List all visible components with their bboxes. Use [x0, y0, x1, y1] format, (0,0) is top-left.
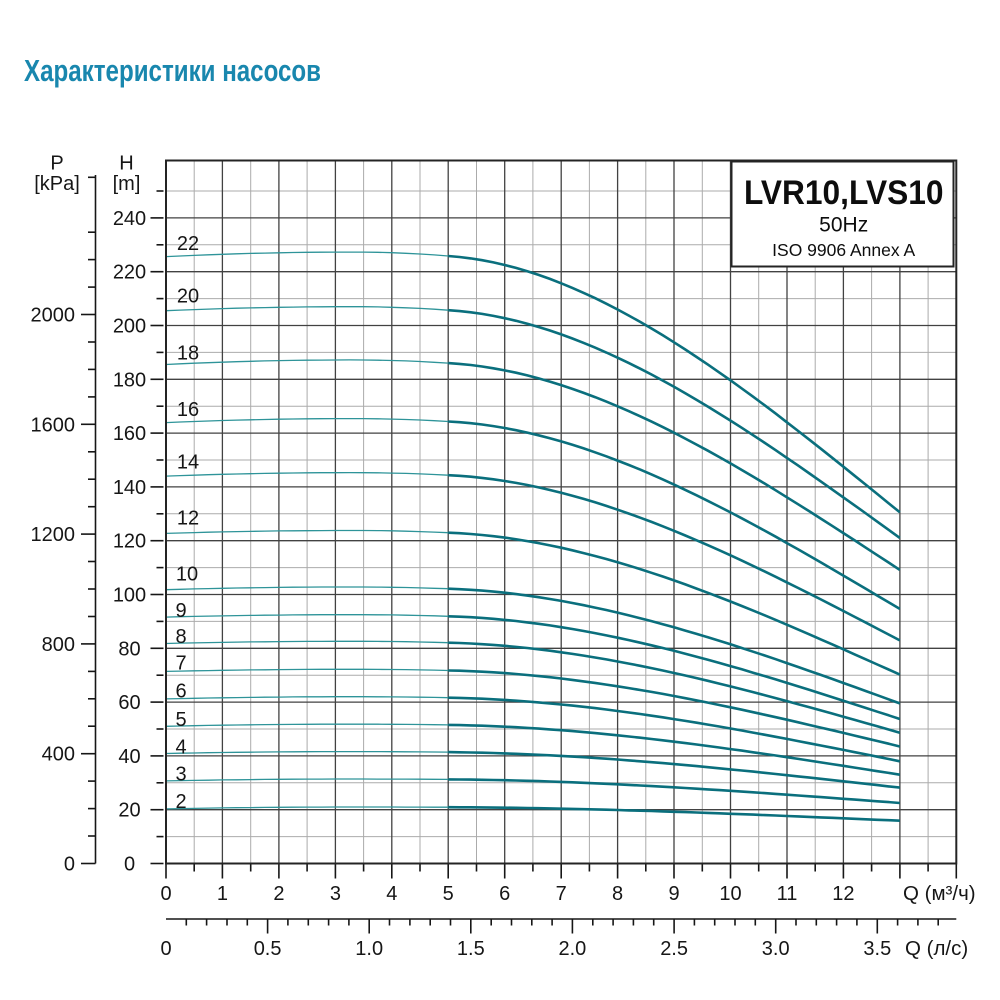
svg-text:16: 16: [177, 399, 199, 421]
svg-text:80: 80: [118, 638, 140, 660]
svg-text:0: 0: [64, 854, 75, 876]
svg-text:10: 10: [176, 564, 198, 586]
svg-text:2.0: 2.0: [558, 938, 586, 960]
svg-text:Q (м³/ч): Q (м³/ч): [903, 882, 976, 905]
svg-text:2000: 2000: [31, 305, 76, 327]
svg-text:2: 2: [175, 791, 186, 813]
svg-text:3.5: 3.5: [863, 938, 891, 960]
svg-text:50Hz: 50Hz: [819, 214, 868, 237]
svg-text:0.5: 0.5: [254, 938, 282, 960]
svg-text:200: 200: [113, 316, 146, 338]
svg-text:3: 3: [330, 883, 341, 905]
svg-text:4: 4: [175, 737, 186, 759]
svg-text:3: 3: [175, 764, 186, 786]
svg-text:180: 180: [113, 369, 146, 391]
svg-text:0: 0: [124, 854, 135, 876]
svg-text:8: 8: [175, 626, 186, 648]
svg-text:40: 40: [118, 746, 140, 768]
svg-text:20: 20: [177, 286, 199, 308]
svg-text:18: 18: [177, 343, 199, 365]
svg-text:140: 140: [113, 477, 146, 499]
svg-text:1.5: 1.5: [457, 938, 485, 960]
svg-text:1200: 1200: [31, 524, 76, 546]
svg-text:22: 22: [177, 233, 199, 255]
svg-text:1.0: 1.0: [355, 938, 383, 960]
svg-text:[m]: [m]: [113, 173, 141, 195]
svg-text:8: 8: [612, 883, 623, 905]
svg-text:12: 12: [832, 883, 854, 905]
svg-text:7: 7: [175, 653, 186, 675]
svg-text:400: 400: [42, 744, 75, 766]
svg-text:Q (л/с): Q (л/с): [905, 937, 968, 960]
svg-text:0: 0: [160, 938, 171, 960]
svg-text:1600: 1600: [31, 414, 76, 436]
svg-text:6: 6: [175, 681, 186, 703]
svg-text:100: 100: [113, 585, 146, 607]
svg-text:160: 160: [113, 423, 146, 445]
svg-text:10: 10: [719, 883, 741, 905]
svg-text:2.5: 2.5: [660, 938, 688, 960]
svg-text:4: 4: [386, 883, 397, 905]
svg-text:800: 800: [42, 634, 75, 656]
svg-text:9: 9: [175, 600, 186, 622]
svg-text:11: 11: [777, 883, 798, 905]
svg-text:H: H: [119, 153, 133, 175]
svg-text:14: 14: [177, 451, 199, 473]
svg-text:Характеристики насосов: Характеристики насосов: [24, 53, 321, 88]
svg-text:6: 6: [499, 883, 510, 905]
svg-text:60: 60: [118, 692, 140, 714]
svg-text:3.0: 3.0: [762, 938, 790, 960]
svg-text:LVR10,LVS10: LVR10,LVS10: [744, 174, 944, 212]
svg-text:9: 9: [668, 883, 679, 905]
svg-text:220: 220: [113, 262, 146, 284]
svg-text:120: 120: [113, 531, 146, 553]
svg-text:P: P: [50, 153, 63, 175]
svg-text:5: 5: [175, 709, 186, 731]
svg-text:0: 0: [160, 883, 171, 905]
svg-text:12: 12: [177, 508, 199, 530]
svg-text:5: 5: [443, 883, 454, 905]
svg-text:20: 20: [118, 800, 140, 822]
svg-text:1: 1: [217, 883, 228, 905]
svg-text:ISO 9906 Annex A: ISO 9906 Annex A: [772, 240, 915, 260]
svg-text:[kPa]: [kPa]: [34, 173, 80, 195]
svg-text:7: 7: [556, 883, 567, 905]
svg-text:240: 240: [113, 208, 146, 230]
svg-text:2: 2: [273, 883, 284, 905]
